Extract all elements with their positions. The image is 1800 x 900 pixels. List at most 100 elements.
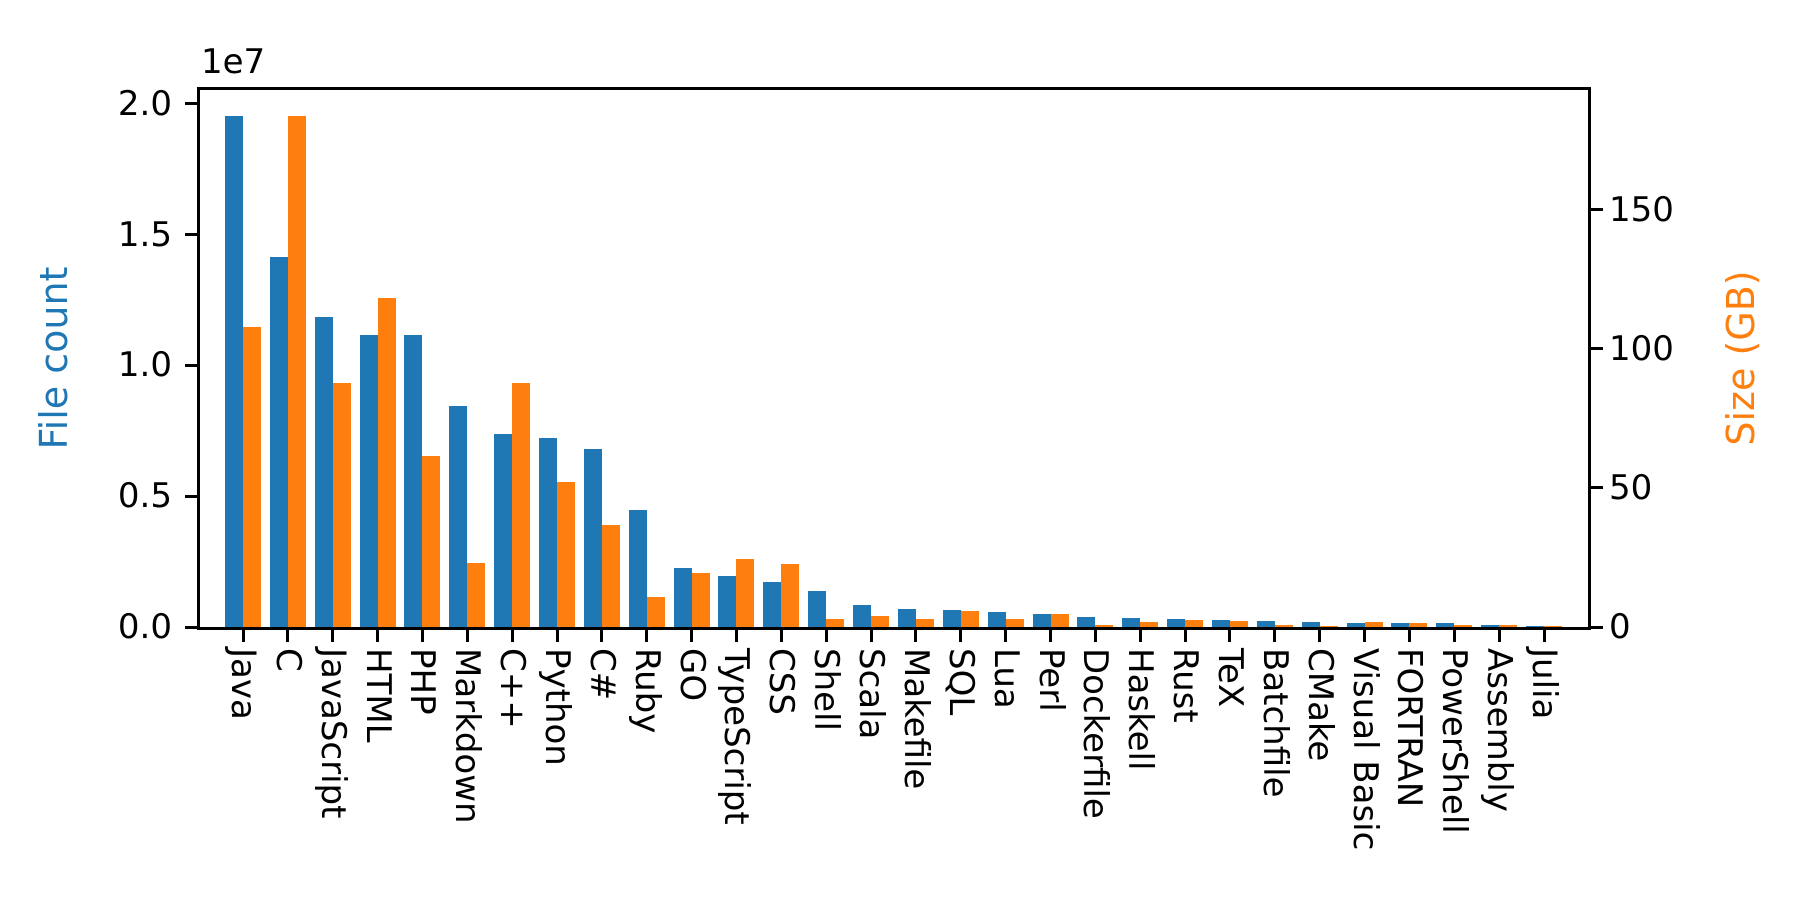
x-tick-label-css: CSS (761, 648, 802, 715)
bar-file-count-julia (1526, 625, 1544, 627)
bar-file-count-markdown (449, 405, 468, 627)
left-y-tick-label-0: 0.0 (117, 607, 172, 647)
right-y-tick-3 (1591, 208, 1603, 212)
x-tick-label-python: Python (537, 648, 578, 766)
x-tick-sql (959, 630, 963, 642)
bar-size-gb-julia (1544, 626, 1562, 627)
x-tick-go (690, 630, 694, 642)
bar-file-count-c (583, 448, 602, 627)
bar-size-gb-powershell (1454, 625, 1473, 627)
x-tick-label-c: C++ (492, 648, 533, 729)
left-y-axis-title: File count (32, 266, 76, 450)
right-y-tick-1 (1591, 486, 1603, 490)
x-tick-label-markdown: Markdown (447, 648, 488, 824)
x-tick-php (420, 630, 424, 642)
left-y-tick-label-1: 0.5 (117, 476, 172, 517)
bar-size-gb-visual-basic (1364, 621, 1383, 627)
x-tick-scala (869, 630, 873, 642)
x-tick-c (286, 630, 290, 642)
left-y-tick-3 (185, 233, 197, 237)
x-tick-label-java: Java (223, 648, 263, 720)
left-y-tick-0 (185, 625, 197, 629)
bar-size-gb-c (601, 524, 620, 627)
x-tick-label-go: GO (671, 648, 712, 702)
x-tick-python (555, 630, 559, 642)
bar-size-gb-c (512, 382, 531, 627)
bar-file-count-scala (853, 605, 872, 627)
bar-file-count-typescript (718, 576, 737, 627)
bar-size-gb-scala (871, 616, 890, 627)
x-tick-label-php: PHP (402, 648, 443, 715)
x-tick-label-c: C (267, 648, 308, 672)
x-tick-haskell (1138, 630, 1142, 642)
bar-size-gb-python (557, 482, 576, 627)
x-tick-css (779, 630, 783, 642)
bar-size-gb-rust (1185, 619, 1204, 627)
x-tick-label-tex: TeX (1209, 648, 1250, 708)
bar-file-count-fortran (1391, 623, 1410, 627)
bar-file-count-makefile (897, 609, 916, 627)
bar-size-gb-html (377, 298, 396, 627)
x-tick-powershell (1452, 630, 1456, 642)
bar-size-gb-assembly (1499, 624, 1518, 627)
y-axis-offset-text: 1e7 (201, 42, 266, 82)
bar-size-gb-java (243, 327, 261, 627)
x-tick-label-scala: Scala (851, 648, 892, 740)
right-y-tick-0 (1591, 625, 1603, 629)
bar-size-gb-fortran (1409, 622, 1428, 627)
x-tick-label-haskell: Haskell (1120, 648, 1161, 771)
bar-size-gb-markdown (467, 562, 486, 627)
bar-file-count-java (225, 115, 243, 627)
bar-size-gb-lua (1005, 619, 1024, 627)
bar-file-count-ruby (628, 510, 647, 627)
bar-size-gb-tex (1229, 621, 1248, 627)
x-tick-label-lua: Lua (985, 648, 1026, 709)
right-y-tick-2 (1591, 347, 1603, 351)
x-tick-label-makefile: Makefile (895, 648, 936, 790)
x-tick-perl (1049, 630, 1053, 642)
bar-file-count-c (269, 257, 288, 627)
bar-size-gb-cmake (1319, 625, 1338, 627)
bar-file-count-shell (808, 590, 827, 627)
bar-file-count-tex (1211, 620, 1230, 627)
left-y-tick-label-4: 2.0 (117, 83, 172, 124)
plot-area (197, 87, 1591, 630)
x-tick-cmake (1318, 630, 1322, 642)
x-tick-c (510, 630, 514, 642)
bar-file-count-rust (1167, 618, 1186, 627)
x-tick-label-sql: SQL (940, 648, 981, 716)
bar-size-gb-c (287, 115, 306, 627)
bar-file-count-css (763, 581, 782, 627)
x-tick-label-dockerfile: Dockerfile (1075, 648, 1116, 819)
bar-file-count-cmake (1301, 622, 1320, 627)
right-y-tick-label-0: 0 (1609, 607, 1631, 647)
left-y-tick-label-3: 1.5 (117, 214, 172, 255)
x-tick-label-powershell: PowerShell (1434, 648, 1475, 834)
x-tick-label-typescript: TypeScript (716, 648, 757, 825)
x-tick-label-visual-basic: Visual Basic (1344, 648, 1385, 851)
x-tick-tex (1228, 630, 1232, 642)
bar-size-gb-shell (826, 618, 845, 627)
left-y-tick-2 (185, 363, 197, 367)
bar-file-count-visual-basic (1346, 622, 1365, 627)
bar-size-gb-javascript (332, 382, 351, 627)
bar-file-count-batchfile (1256, 620, 1275, 627)
left-y-tick-1 (185, 494, 197, 498)
x-tick-label-html: HTML (357, 648, 398, 743)
bar-file-count-perl (1032, 614, 1051, 627)
left-y-tick-label-2: 1.0 (117, 345, 172, 386)
x-tick-typescript (734, 630, 738, 642)
bar-file-count-sql (942, 609, 961, 627)
bar-file-count-assembly (1481, 624, 1500, 627)
x-tick-julia (1542, 630, 1546, 642)
x-tick-dockerfile (1093, 630, 1097, 642)
bar-size-gb-css (781, 563, 800, 627)
bar-size-gb-sql (960, 611, 979, 627)
bar-file-count-html (359, 334, 378, 627)
x-tick-javascript (331, 630, 335, 642)
x-tick-label-ruby: Ruby (626, 648, 667, 734)
x-tick-markdown (465, 630, 469, 642)
x-tick-fortran (1407, 630, 1411, 642)
x-tick-lua (1004, 630, 1008, 642)
